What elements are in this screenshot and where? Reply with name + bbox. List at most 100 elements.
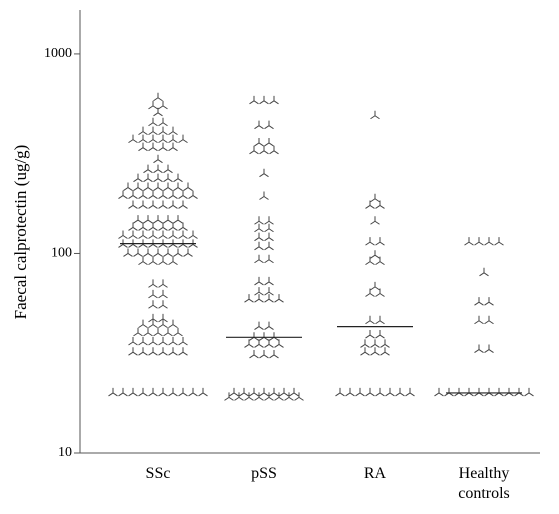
data-point <box>153 154 163 164</box>
data-point <box>148 256 158 266</box>
y-axis-label: Faecal calprotectin (ug/g) <box>11 145 30 320</box>
data-point <box>274 392 284 401</box>
data-point <box>158 222 168 231</box>
data-point <box>434 387 444 397</box>
data-point <box>178 222 188 231</box>
data-point <box>269 145 279 155</box>
data-point <box>375 330 385 339</box>
data-point <box>229 387 239 397</box>
data-point <box>360 347 370 356</box>
data-point <box>224 392 234 401</box>
data-point <box>365 330 375 339</box>
data-point <box>153 92 163 102</box>
data-point <box>234 392 244 401</box>
data-point <box>264 321 274 331</box>
data-point <box>158 117 168 127</box>
data-point <box>158 230 168 239</box>
data-point <box>173 248 183 257</box>
x-tick-label: Healthy controls <box>458 465 510 502</box>
data-point <box>128 387 138 397</box>
data-point <box>128 190 138 200</box>
data-point <box>279 387 289 397</box>
data-point <box>264 287 274 296</box>
data-point <box>484 344 494 353</box>
data-point <box>484 297 494 306</box>
data-point <box>264 120 274 130</box>
data-point <box>168 319 178 329</box>
data-point <box>269 349 279 359</box>
data-point <box>365 200 375 209</box>
data-point <box>148 313 158 323</box>
data-point <box>178 200 188 209</box>
data-point <box>474 344 484 353</box>
data-point <box>494 237 504 246</box>
data-point <box>158 200 168 209</box>
data-point <box>269 387 279 397</box>
data-point <box>264 216 274 225</box>
data-point <box>370 281 380 291</box>
data-point <box>259 168 269 178</box>
data-point <box>163 182 173 191</box>
data-point <box>143 248 153 257</box>
data-point <box>249 95 259 105</box>
data-point <box>380 339 390 348</box>
data-point <box>464 237 474 246</box>
data-point <box>148 117 158 127</box>
data-point <box>198 387 208 397</box>
data-point <box>163 164 173 174</box>
data-point <box>269 332 279 341</box>
data-point <box>479 267 489 277</box>
data-point <box>168 256 178 266</box>
data-point <box>148 300 158 309</box>
data-point <box>254 339 264 348</box>
data-point <box>375 200 385 209</box>
data-point <box>259 191 269 200</box>
data-point <box>158 279 168 288</box>
data-point <box>188 387 198 397</box>
data-point <box>284 392 294 401</box>
data-point <box>454 387 464 397</box>
data-point <box>153 107 163 117</box>
data-point <box>168 222 178 231</box>
data-point <box>158 347 168 356</box>
data-point <box>143 182 153 191</box>
data-point <box>370 347 380 356</box>
data-point <box>128 336 138 346</box>
x-tick-label: RA <box>363 465 387 482</box>
data-point <box>370 250 380 259</box>
data-point <box>148 336 158 346</box>
data-point <box>118 230 128 239</box>
data-point <box>138 126 148 136</box>
data-point <box>143 327 153 337</box>
data-point <box>254 276 264 286</box>
data-point <box>168 126 178 136</box>
data-point <box>128 230 138 239</box>
data-point <box>163 248 173 257</box>
data-point <box>360 339 370 348</box>
data-point <box>365 387 375 397</box>
data-point <box>153 327 163 337</box>
data-point <box>355 387 365 397</box>
data-point <box>474 315 484 325</box>
x-tick-label: pSS <box>251 465 277 482</box>
data-point <box>375 387 385 397</box>
data-point <box>254 137 264 147</box>
data-point <box>375 288 385 297</box>
data-point <box>168 190 178 200</box>
data-point <box>188 190 198 200</box>
data-point <box>153 173 163 183</box>
data-point <box>158 126 168 136</box>
data-point <box>249 387 259 397</box>
data-point <box>375 256 385 266</box>
data-point <box>123 182 133 191</box>
data-point <box>254 223 264 233</box>
data-point <box>264 223 274 233</box>
data-point <box>158 100 168 110</box>
data-point <box>148 222 158 231</box>
data-point <box>163 173 173 183</box>
data-point <box>158 256 168 266</box>
data-point <box>259 387 269 397</box>
data-point <box>138 347 148 356</box>
data-point <box>173 173 183 183</box>
